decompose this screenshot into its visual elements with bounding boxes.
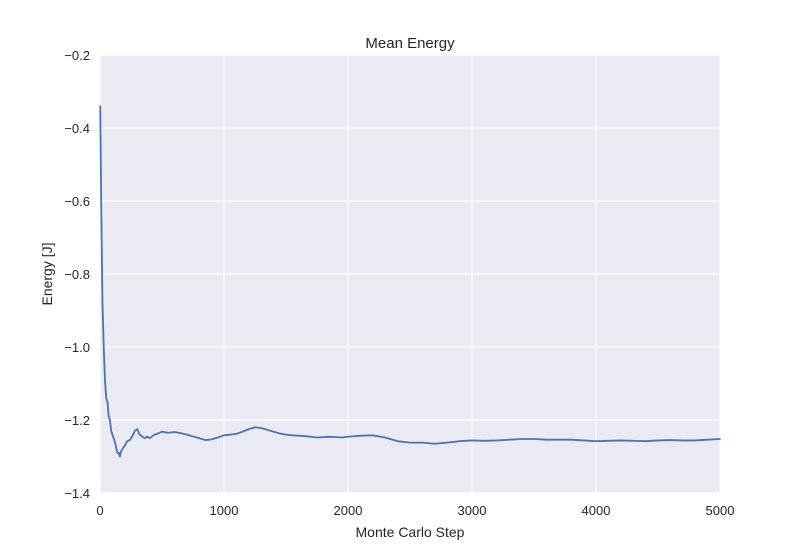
y-tick-label: −1.2 <box>64 413 90 428</box>
grid-lines <box>99 54 721 494</box>
x-tick-label: 5000 <box>706 503 735 518</box>
x-tick-label: 3000 <box>458 503 487 518</box>
x-axis-label: Monte Carlo Step <box>356 524 465 540</box>
x-tick-label: 4000 <box>582 503 611 518</box>
x-tick-labels: 0 1000 2000 3000 4000 5000 <box>96 503 734 518</box>
x-tick-label: 2000 <box>334 503 363 518</box>
y-tick-label: −0.6 <box>64 194 90 209</box>
chart-title: Mean Energy <box>365 35 455 52</box>
y-tick-label: −0.2 <box>64 48 90 63</box>
x-tick-label: 0 <box>96 503 103 518</box>
y-tick-label: −1.0 <box>64 340 90 355</box>
y-tick-label: −0.4 <box>64 121 90 136</box>
x-tick-label: 1000 <box>210 503 239 518</box>
y-axis-label: Energy [J] <box>39 242 55 305</box>
energy-series-line <box>99 105 721 458</box>
y-tick-labels: −1.4 −1.2 −1.0 −0.8 −0.6 −0.4 −0.2 <box>64 48 90 501</box>
y-tick-label: −1.4 <box>64 486 90 501</box>
y-tick-label: −0.8 <box>64 267 90 282</box>
